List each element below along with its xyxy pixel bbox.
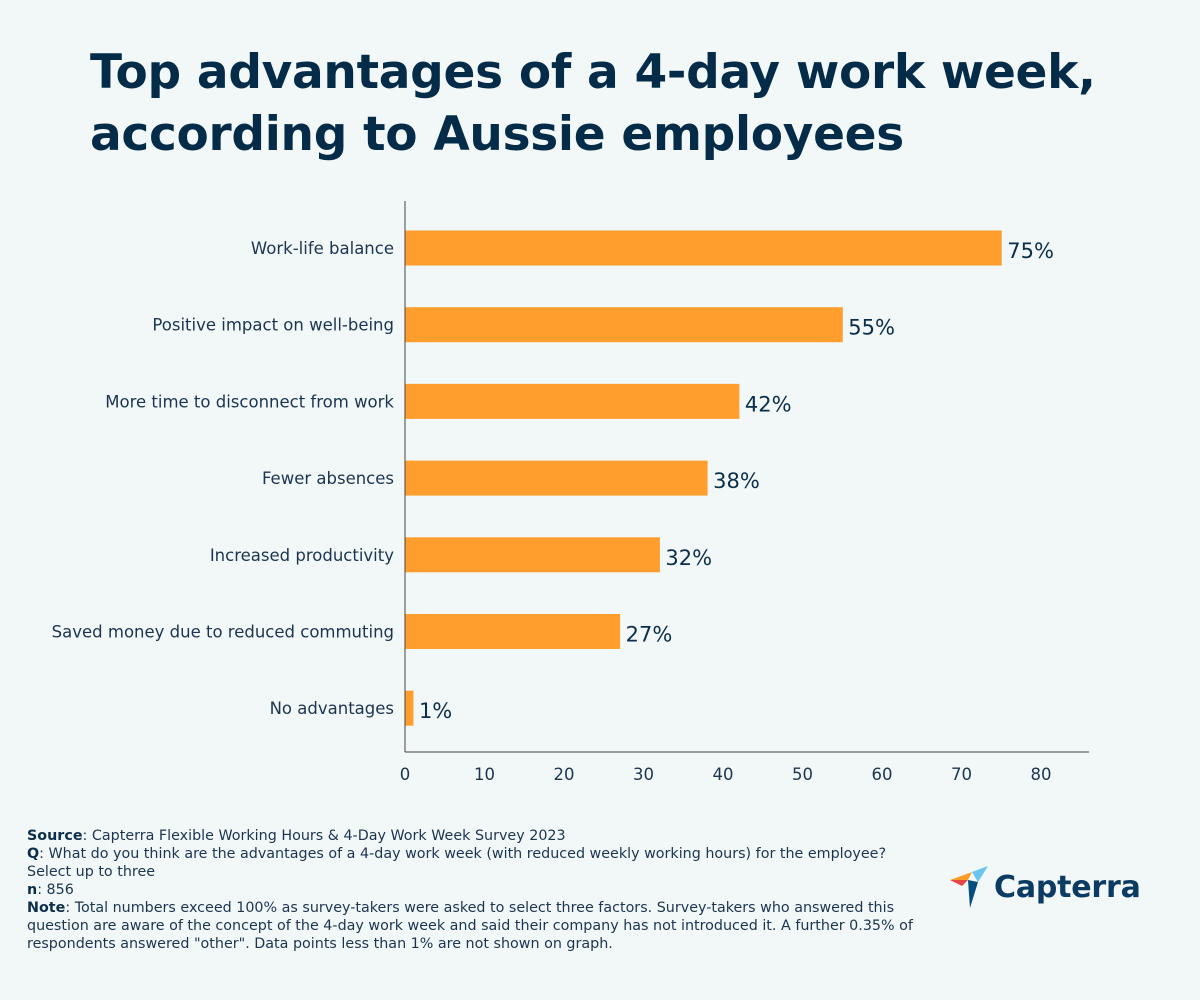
bar [405,690,414,726]
value-label: 32% [665,546,712,570]
sample-size-label: n [27,882,38,898]
category-label: No advantages [270,699,394,718]
sample-size-text: : 856 [37,882,74,898]
source-text: : Capterra Flexible Working Hours & 4-Da… [82,828,566,844]
x-tick-label: 50 [792,765,813,784]
source-note: Source: Capterra Flexible Working Hours … [27,827,927,845]
x-tick-label: 70 [951,765,972,784]
note: Note: Total numbers exceed 100% as surve… [27,899,927,953]
chart-title: Top advantages of a 4-day work week, acc… [90,45,1096,162]
x-tick-label: 80 [1031,765,1052,784]
question-note: Q: What do you think are the advantages … [27,845,927,881]
value-labels-group: 75% 55% 42% 38% 32% 27% 1% [419,239,1054,723]
category-label: More time to disconnect from work [105,392,394,411]
sample-size-note: n: 856 [27,881,927,899]
x-tick-label: 20 [554,765,575,784]
x-tick-label: 60 [872,765,893,784]
bars-group [405,230,1002,726]
x-tick-label: 40 [713,765,734,784]
value-label: 42% [745,392,792,416]
x-tick-labels-group: 0 10 20 30 40 50 60 70 80 [400,765,1052,784]
note-text: : Total numbers exceed 100% as survey-ta… [27,900,913,952]
footnotes: Source: Capterra Flexible Working Hours … [27,827,927,953]
bar-chart: Work-life balance Positive impact on well… [52,201,1089,784]
x-tick-label: 0 [400,765,411,784]
source-label: Source [27,828,83,844]
note-label: Note [27,900,66,916]
category-label: Positive impact on well-being [152,316,394,335]
value-label: 27% [626,623,673,647]
value-label: 38% [713,469,760,493]
value-label: 55% [848,316,895,340]
question-label: Q [27,846,40,862]
value-label: 75% [1007,239,1054,263]
bar [405,383,740,419]
category-label: Saved money due to reduced commuting [52,623,394,642]
bar [405,537,660,573]
bar [405,614,621,649]
category-label: Work-life balance [251,239,394,258]
question-text: : What do you think are the advantages o… [27,846,887,880]
bar [405,460,708,496]
capterra-logo: Capterra [948,865,1141,909]
value-label: 1% [419,699,452,723]
x-tick-label: 30 [633,765,654,784]
capterra-arrow-icon [950,866,988,908]
bar [405,230,1002,266]
category-labels-group: Work-life balance Positive impact on well… [52,239,395,718]
capterra-logo-text: Capterra [994,869,1141,905]
category-label: Fewer absences [262,469,394,488]
bar [405,307,843,343]
x-tick-label: 10 [474,765,495,784]
category-label: Increased productivity [210,546,394,565]
